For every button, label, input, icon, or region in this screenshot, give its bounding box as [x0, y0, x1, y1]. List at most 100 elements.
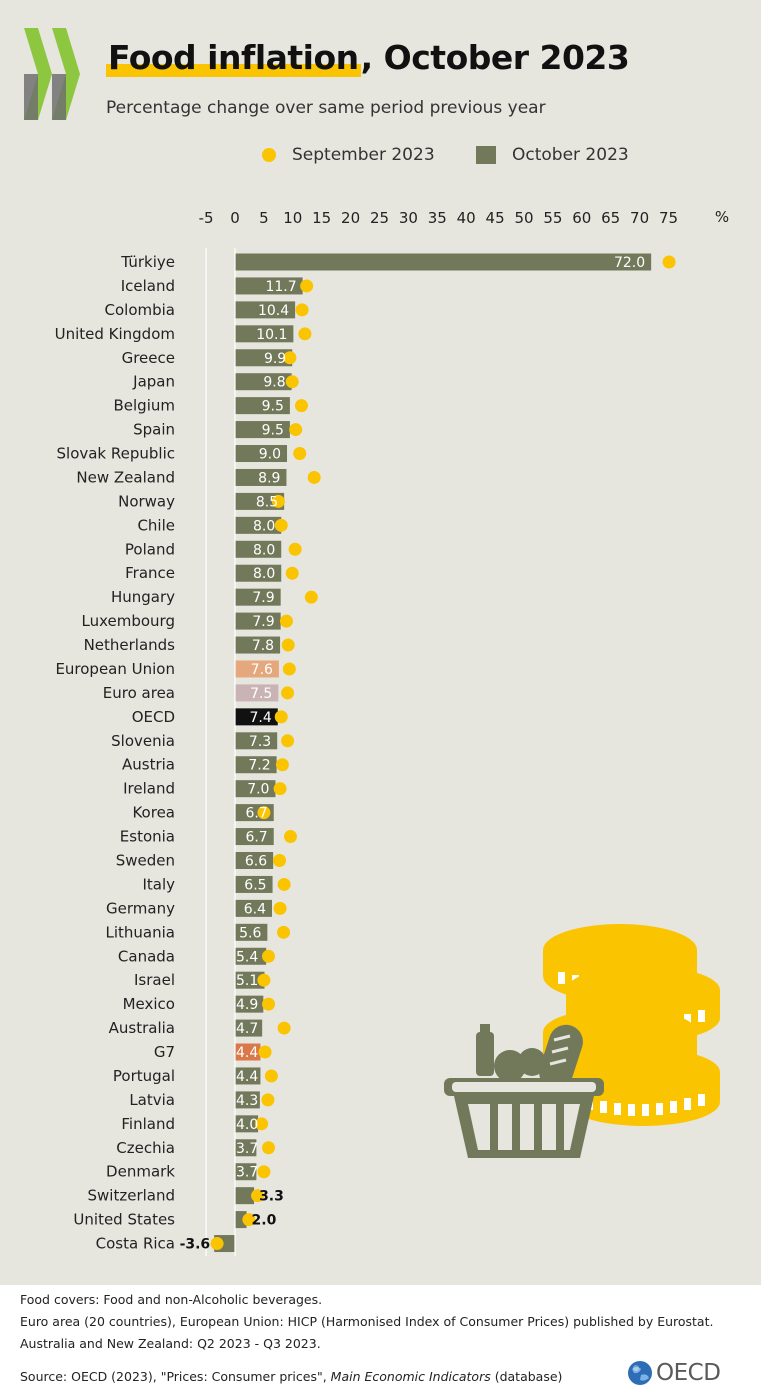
- x-tick-label: 65: [601, 209, 620, 227]
- dot-september: [285, 375, 299, 389]
- value-label: 7.4: [250, 710, 272, 726]
- table-row: New Zealand 8.9: [76, 468, 321, 486]
- dot-september: [283, 351, 297, 365]
- table-row: Slovak Republic 9.0: [57, 445, 307, 463]
- bar-october: [235, 564, 282, 582]
- country-label: Spain: [133, 421, 175, 439]
- value-label: 8.0: [253, 518, 275, 534]
- table-row: Chile 8.0: [137, 516, 288, 534]
- bar-october: [235, 445, 288, 463]
- dot-september: [277, 1021, 291, 1035]
- dot-september: [257, 973, 271, 987]
- table-row: Luxembourg 7.9: [82, 612, 293, 630]
- country-label: Finland: [121, 1115, 175, 1133]
- page-title: Food inflation, October 2023: [106, 38, 630, 77]
- footnote-2: Euro area (20 countries), European Union…: [20, 1314, 714, 1329]
- country-label: Türkiye: [120, 253, 175, 271]
- value-label: 6.4: [244, 901, 266, 917]
- table-row: Euro area 7.5: [103, 684, 295, 702]
- table-row: Costa Rica -3.6: [96, 1235, 235, 1253]
- source-italic: Main Economic Indicators: [330, 1369, 491, 1384]
- value-label: 7.5: [250, 686, 272, 702]
- table-row: Slovenia 7.3: [111, 732, 295, 750]
- dot-september: [281, 686, 295, 700]
- bar-october: [235, 1067, 261, 1085]
- country-label: Lithuania: [106, 923, 175, 941]
- dot-september: [262, 1141, 276, 1155]
- bar-october: [235, 492, 285, 510]
- bar-october: [235, 588, 281, 606]
- oecd-chevron-logo: [24, 28, 80, 120]
- bar-october: [235, 1163, 257, 1181]
- value-label: 4.4: [236, 1045, 258, 1061]
- value-label: 7.3: [249, 734, 271, 750]
- source-note: Source: OECD (2023), "Prices: Consumer p…: [20, 1369, 562, 1384]
- table-row: Sweden 6.6: [116, 852, 287, 870]
- legend-square-icon: [476, 146, 496, 164]
- country-label: Greece: [122, 349, 175, 367]
- country-label: Mexico: [123, 995, 175, 1013]
- x-tick-label: 35: [428, 209, 447, 227]
- table-row: Australia 4.7: [109, 1019, 291, 1037]
- country-label: New Zealand: [76, 468, 175, 486]
- country-label: Colombia: [105, 301, 176, 319]
- country-label: United Kingdom: [55, 325, 175, 343]
- value-label: 10.4: [258, 303, 289, 319]
- dot-september: [257, 806, 271, 820]
- bar-october: [235, 660, 279, 678]
- x-tick-label: 70: [630, 209, 649, 227]
- value-label: 7.9: [252, 590, 274, 606]
- table-row: Colombia 10.4: [105, 301, 309, 319]
- x-tick-label: 30: [399, 209, 418, 227]
- dot-september: [273, 854, 287, 867]
- table-row: Poland 8.0: [125, 540, 302, 558]
- bar-october: [235, 397, 290, 415]
- value-label: 11.7: [265, 279, 296, 295]
- table-row: United Kingdom 10.1: [55, 325, 312, 343]
- value-label: 4.4: [236, 1069, 258, 1085]
- country-label: Netherlands: [84, 636, 176, 654]
- bar-october: [235, 875, 273, 893]
- value-label: 2.0: [252, 1213, 277, 1229]
- dot-september: [274, 710, 288, 724]
- value-label: 9.8: [263, 375, 285, 391]
- value-label: 4.0: [236, 1117, 258, 1133]
- dot-september: [277, 925, 291, 939]
- bars: Türkiye 72.0 Iceland 11.7 Colombia 10.4 United…: [55, 248, 676, 1256]
- country-label: Portugal: [113, 1067, 175, 1085]
- table-row: Italy 6.5: [142, 875, 291, 893]
- dot-september: [271, 494, 285, 508]
- bar-october: [235, 732, 278, 750]
- title-highlight: Food inflation: [106, 38, 361, 77]
- country-label: Canada: [118, 947, 175, 965]
- country-label: Latvia: [129, 1091, 175, 1109]
- value-label: 9.5: [262, 423, 284, 439]
- bar-october: [235, 1115, 259, 1133]
- x-tick-label: 55: [543, 209, 562, 227]
- oecd-logo[interactable]: OECD: [627, 1360, 721, 1386]
- table-row: Switzerland 3.3: [88, 1187, 284, 1205]
- value-label: 6.7: [245, 830, 267, 846]
- value-label: 7.6: [251, 662, 273, 678]
- legend-item-october: October 2023: [476, 145, 629, 165]
- value-label: 5.4: [236, 949, 258, 965]
- bar-october: [235, 684, 279, 702]
- value-label: 9.9: [264, 351, 286, 367]
- legend-label-october: October 2023: [512, 145, 629, 165]
- dot-september: [293, 447, 307, 461]
- value-label: 5.6: [239, 925, 261, 941]
- footnotes: Food covers: Food and non-Alcoholic beve…: [20, 1289, 713, 1355]
- value-label: 10.1: [256, 327, 287, 343]
- bar-october: [235, 301, 296, 319]
- oecd-logo-text: OECD: [656, 1360, 721, 1386]
- country-label: Poland: [125, 540, 175, 558]
- x-tick-label: 10: [283, 209, 302, 227]
- dot-september: [298, 327, 312, 341]
- country-label: Luxembourg: [82, 612, 176, 630]
- legend-label-september: September 2023: [292, 145, 435, 165]
- dot-september: [251, 1189, 265, 1203]
- value-label: 7.8: [252, 638, 274, 654]
- bar-october: [235, 780, 276, 798]
- country-label: Euro area: [103, 684, 175, 702]
- dot-september: [295, 303, 309, 317]
